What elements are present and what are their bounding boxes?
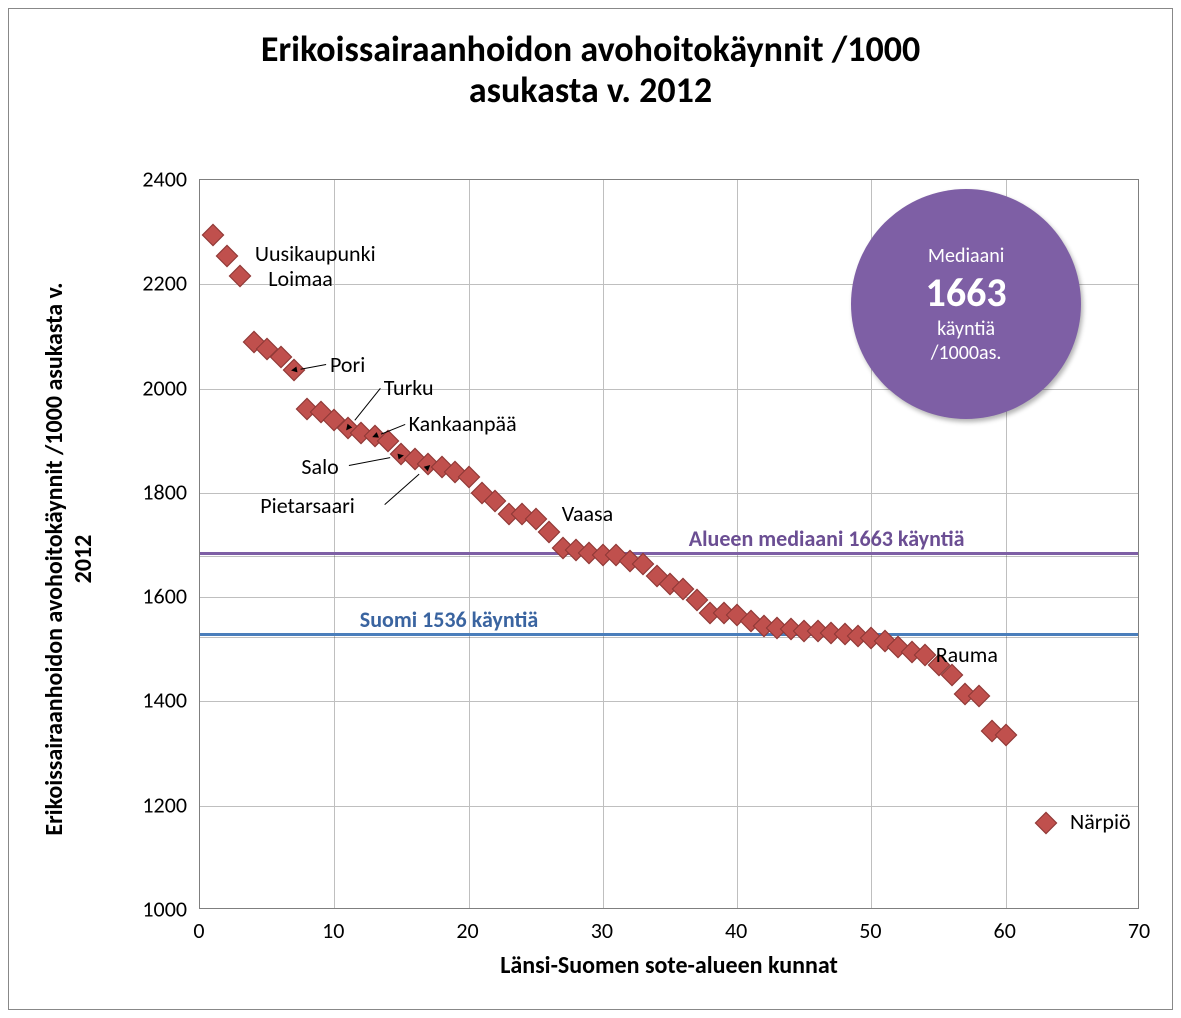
median-badge-value: 1663 xyxy=(926,268,1007,317)
x-tick-label: 50 xyxy=(859,917,881,944)
plot-area: Alueen mediaani 1663 käyntiä Suomi 1536 k… xyxy=(199,179,1139,909)
data-point-label: Salo xyxy=(301,453,338,480)
leader-arrowhead xyxy=(371,432,379,440)
leader-line xyxy=(385,474,420,505)
x-tick-label: 40 xyxy=(725,917,747,944)
y-tick-label: 1200 xyxy=(142,791,187,818)
median-badge-unit: käyntiä xyxy=(937,317,995,341)
data-point-label: Närpiö xyxy=(1070,808,1131,835)
x-tick-label: 30 xyxy=(591,917,613,944)
x-tick-label: 20 xyxy=(456,917,478,944)
gridline-vertical xyxy=(469,180,470,908)
gridline-horizontal xyxy=(200,806,1138,807)
x-tick-label: 70 xyxy=(1128,917,1150,944)
median-badge: Mediaani1663käyntiä/1000as. xyxy=(851,189,1081,419)
data-point-label: Pori xyxy=(330,351,365,378)
x-tick-label: 0 xyxy=(193,917,204,944)
data-point-label: Vaasa xyxy=(562,500,613,527)
reference-line-label: Alueen mediaani 1663 käyntiä xyxy=(689,525,965,552)
y-tick-label: 1000 xyxy=(142,896,187,923)
y-tick-label: 1400 xyxy=(142,687,187,714)
data-point-label: Pietarsaari xyxy=(260,492,355,519)
data-point-label: Uusikaupunki xyxy=(255,240,376,267)
y-tick-label: 2200 xyxy=(142,270,187,297)
data-point-label: Kankaanpää xyxy=(409,410,517,437)
data-point-label: Turku xyxy=(384,374,434,401)
x-tick-label: 60 xyxy=(994,917,1016,944)
y-axis-label: Erikoissairaanhoidon avohoitokäynnit /10… xyxy=(40,194,98,924)
data-point-label: Rauma xyxy=(936,641,998,668)
y-tick-label: 2000 xyxy=(142,374,187,401)
gridline-horizontal xyxy=(200,597,1138,598)
y-tick-label: 1800 xyxy=(142,478,187,505)
data-point xyxy=(216,244,239,267)
median-badge-unit2: /1000as. xyxy=(931,341,1002,365)
leader-line xyxy=(354,388,380,421)
data-point xyxy=(202,223,225,246)
chart-title: Erikoissairaanhoidon avohoitokäynnit /10… xyxy=(9,29,1172,112)
gridline-horizontal xyxy=(200,701,1138,702)
leader-line xyxy=(381,424,405,435)
x-axis-label: Länsi-Suomen sote-alueen kunnat xyxy=(199,951,1139,980)
leader-line xyxy=(349,457,391,466)
x-tick-label: 10 xyxy=(322,917,344,944)
chart-frame: Erikoissairaanhoidon avohoitokäynnit /10… xyxy=(8,8,1173,1010)
y-tick-label: 2400 xyxy=(142,166,187,193)
gridline-vertical xyxy=(334,180,335,908)
reference-line-label: Suomi 1536 käyntiä xyxy=(360,606,538,633)
median-badge-label: Mediaani xyxy=(928,244,1004,268)
data-point xyxy=(1035,812,1058,835)
y-tick-label: 1600 xyxy=(142,583,187,610)
data-point-label: Loimaa xyxy=(268,265,333,292)
